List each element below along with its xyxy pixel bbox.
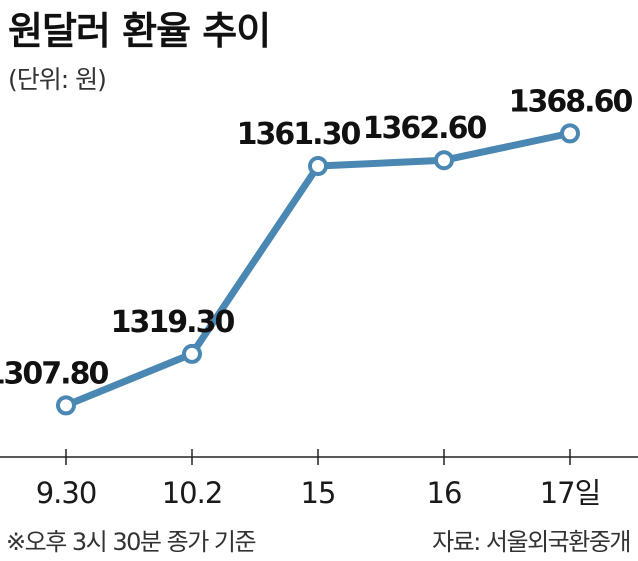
data-point	[56, 395, 76, 416]
data-points	[56, 123, 580, 416]
data-point	[560, 123, 580, 144]
data-label: 1362.60	[363, 111, 487, 146]
x-tick-label: 17일	[540, 476, 601, 510]
x-tick-label: 10.2	[162, 476, 223, 510]
data-point	[308, 156, 328, 177]
data-label: 1368.60	[509, 84, 633, 119]
x-tick-label: 15	[301, 476, 336, 510]
data-point	[434, 150, 454, 171]
data-label: 1361.30	[237, 117, 361, 152]
source-label: 자료: 서울외국환중개	[432, 528, 631, 556]
x-tick-label: 9.30	[36, 476, 97, 510]
data-label: 1319.30	[111, 305, 235, 340]
x-axis-labels: 9.30 10.2 15 16 17일	[36, 476, 602, 510]
footnote: ※오후 3시 30분 종가 기준	[6, 528, 257, 556]
chart-title: 원달러 환율 추이	[8, 9, 271, 53]
x-tick-label: 16	[427, 476, 462, 510]
unit-label: (단위: 원)	[8, 65, 107, 94]
data-point	[182, 343, 202, 364]
data-label: 1307.80	[0, 356, 108, 391]
x-axis-ticks	[65, 449, 571, 465]
